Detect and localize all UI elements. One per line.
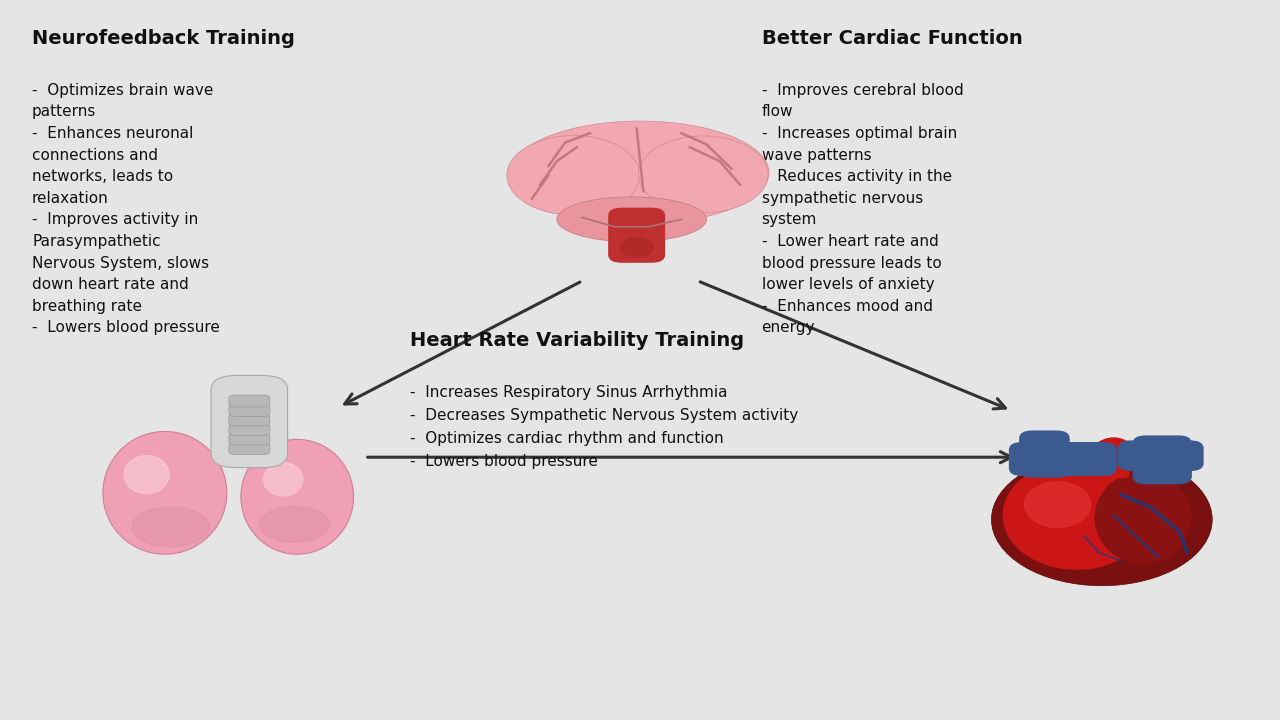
Text: -  Improves cerebral blood
flow
-  Increases optimal brain
wave patterns
-  Redu: - Improves cerebral blood flow - Increas… — [762, 83, 964, 336]
FancyBboxPatch shape — [229, 423, 270, 436]
Text: Better Cardiac Function: Better Cardiac Function — [762, 29, 1023, 48]
Ellipse shape — [992, 454, 1212, 586]
FancyBboxPatch shape — [229, 414, 270, 426]
FancyBboxPatch shape — [229, 443, 270, 454]
Ellipse shape — [507, 135, 640, 215]
Ellipse shape — [241, 439, 353, 554]
Ellipse shape — [511, 121, 769, 224]
Ellipse shape — [124, 456, 169, 494]
Text: Heart Rate Variability Training: Heart Rate Variability Training — [410, 331, 744, 350]
Text: -  Optimizes brain wave
patterns
-  Enhances neuronal
connections and
networks, : - Optimizes brain wave patterns - Enhanc… — [32, 83, 220, 336]
FancyBboxPatch shape — [229, 433, 270, 445]
Ellipse shape — [620, 238, 653, 257]
Text: -  Increases Respiratory Sinus Arrhythmia
-  Decreases Sympathetic Nervous Syste: - Increases Respiratory Sinus Arrhythmia… — [410, 385, 797, 469]
Ellipse shape — [1096, 472, 1190, 563]
Ellipse shape — [1024, 482, 1091, 527]
Ellipse shape — [259, 507, 330, 542]
FancyBboxPatch shape — [1098, 441, 1129, 477]
Ellipse shape — [102, 431, 227, 554]
FancyBboxPatch shape — [1133, 436, 1192, 484]
Ellipse shape — [1004, 462, 1151, 569]
FancyBboxPatch shape — [609, 208, 664, 262]
Ellipse shape — [264, 463, 303, 496]
FancyBboxPatch shape — [1020, 431, 1069, 477]
FancyBboxPatch shape — [229, 395, 270, 407]
Text: Neurofeedback Training: Neurofeedback Training — [32, 29, 294, 48]
Ellipse shape — [557, 197, 707, 242]
FancyBboxPatch shape — [229, 405, 270, 416]
Ellipse shape — [132, 507, 209, 546]
FancyBboxPatch shape — [211, 376, 288, 468]
Ellipse shape — [639, 136, 768, 213]
FancyBboxPatch shape — [1010, 443, 1116, 475]
FancyBboxPatch shape — [1119, 441, 1203, 470]
